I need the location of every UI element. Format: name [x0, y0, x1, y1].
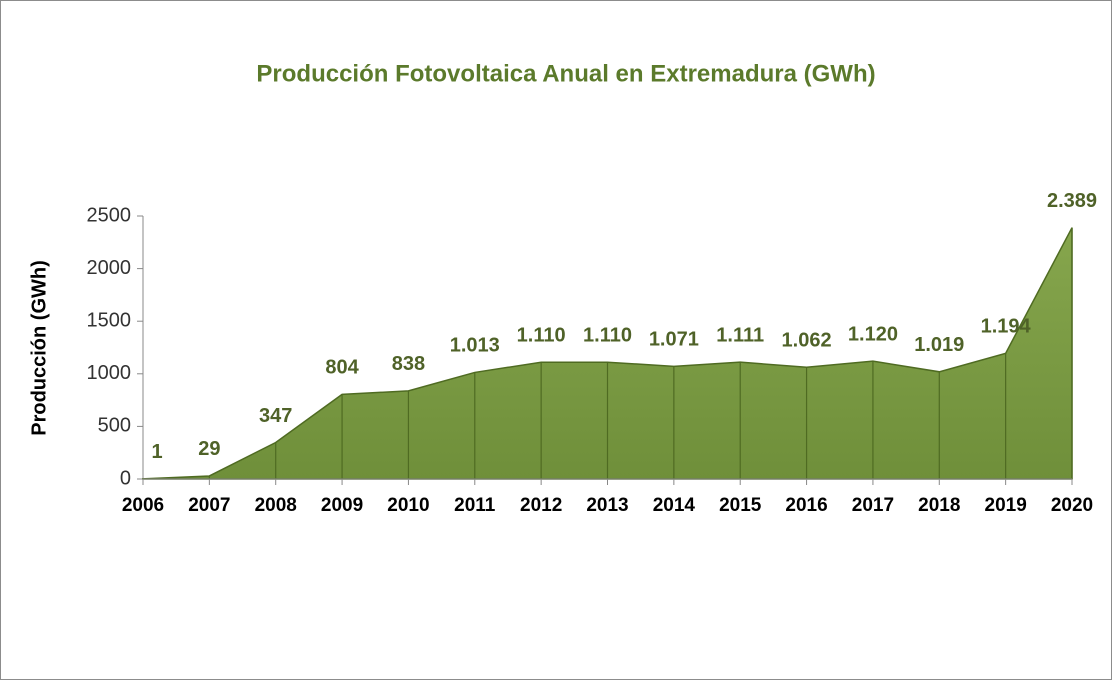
data-label: 29	[198, 438, 220, 460]
data-label: 2.389	[1047, 190, 1097, 212]
x-tick-label: 2007	[188, 495, 230, 516]
area	[142, 227, 1073, 480]
x-tick-label: 2008	[255, 495, 297, 516]
y-tick-label: 2000	[87, 257, 132, 279]
x-tick-label: 2014	[653, 495, 696, 516]
x-tick-label: 2010	[387, 495, 429, 516]
x-tick-label: 2011	[454, 495, 496, 516]
data-label: 1.194	[981, 316, 1032, 338]
y-tick-label: 2500	[87, 204, 132, 226]
y-tick-label: 1500	[87, 309, 132, 331]
x-tick-label: 2012	[520, 495, 562, 516]
data-label: 1.120	[848, 323, 898, 345]
y-tick-label: 500	[98, 415, 131, 437]
x-tick-label: 2016	[785, 495, 827, 516]
y-tick-label: 1000	[87, 362, 132, 384]
data-label: 1.110	[517, 325, 566, 347]
data-label: 1	[151, 441, 162, 463]
x-tick-label: 2020	[1051, 495, 1093, 516]
data-label: 347	[259, 405, 292, 427]
x-tick-label: 2019	[985, 495, 1027, 516]
data-label: 1.013	[450, 335, 500, 357]
data-label: 804	[325, 357, 359, 379]
x-tick-label: 2009	[321, 495, 363, 516]
x-tick-label: 2006	[122, 495, 164, 516]
data-label: 838	[392, 353, 425, 375]
x-tick-label: 2013	[586, 495, 628, 516]
y-axis-label: Producción (GWh)	[28, 260, 50, 436]
x-tick-label: 2015	[719, 495, 762, 516]
data-label: 1.019	[914, 334, 964, 356]
data-label: 1.111	[716, 324, 764, 346]
chart-title: Producción Fotovoltaica Anual en Extrema…	[256, 60, 875, 87]
data-label: 1.071	[649, 329, 699, 351]
data-label: 1.110	[583, 325, 632, 347]
x-tick-label: 2018	[918, 495, 960, 516]
y-tick-label: 0	[120, 467, 131, 489]
data-label: 1.062	[782, 330, 832, 352]
x-tick-label: 2017	[852, 495, 894, 516]
